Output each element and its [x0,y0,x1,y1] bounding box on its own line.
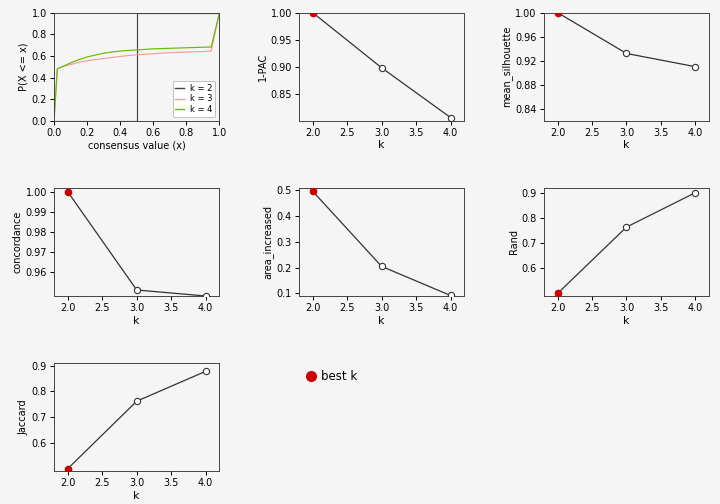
Y-axis label: concordance: concordance [13,211,23,273]
Legend: k = 2, k = 3, k = 4: k = 2, k = 3, k = 4 [173,81,215,116]
X-axis label: consensus value (x): consensus value (x) [88,141,186,151]
Y-axis label: area_increased: area_increased [263,205,274,279]
Y-axis label: mean_silhouette: mean_silhouette [502,26,513,107]
X-axis label: k: k [378,316,385,326]
X-axis label: k: k [624,141,630,151]
X-axis label: k: k [133,491,140,501]
Y-axis label: Rand: Rand [508,229,518,255]
X-axis label: k: k [624,316,630,326]
X-axis label: k: k [133,316,140,326]
Y-axis label: Jaccard: Jaccard [19,399,29,435]
Y-axis label: 1-PAC: 1-PAC [258,52,268,81]
Y-axis label: P(X <= x): P(X <= x) [19,42,29,91]
X-axis label: k: k [378,141,385,151]
Legend: best k: best k [301,365,362,388]
